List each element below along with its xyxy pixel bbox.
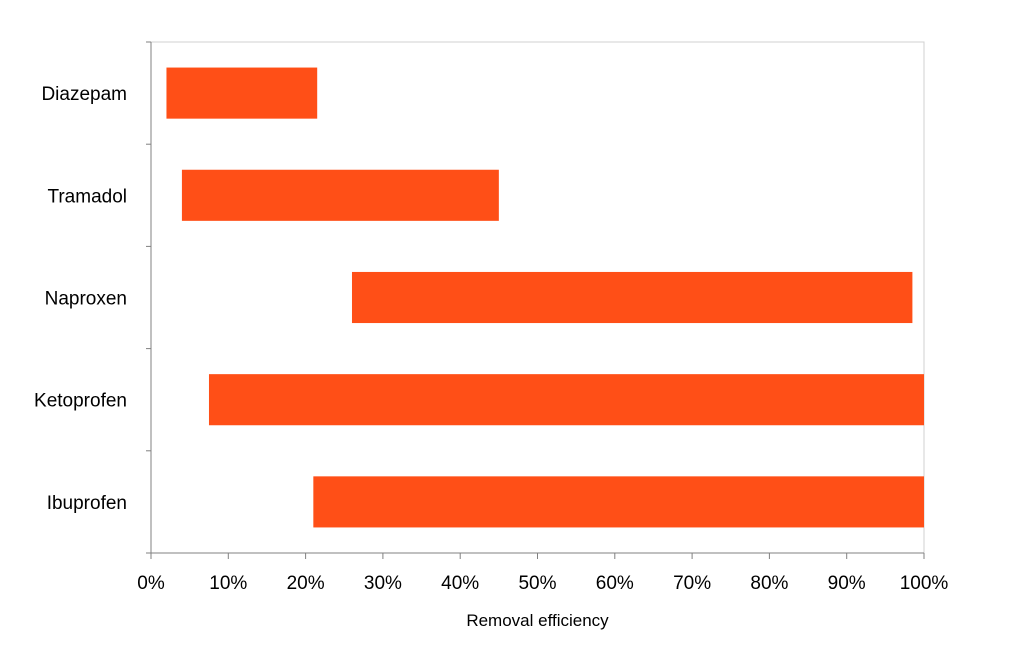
bar xyxy=(166,67,318,119)
bar xyxy=(351,271,913,324)
x-tick-label: 20% xyxy=(287,573,325,594)
category-label: Tramadol xyxy=(47,186,127,207)
category-labels: Diazepam Tramadol Naproxen Ketoprofen Ibupro… xyxy=(34,84,127,514)
x-tick-marks xyxy=(150,553,925,559)
bar xyxy=(181,169,499,221)
x-tick-label: 100% xyxy=(900,573,949,594)
category-label: Naproxen xyxy=(45,289,127,310)
x-tick-label: 90% xyxy=(828,573,866,594)
x-tick-label: 80% xyxy=(750,573,788,594)
category-label: Ibuprofen xyxy=(47,493,127,514)
x-tick-label: 70% xyxy=(673,573,711,594)
x-tick-label: 40% xyxy=(441,573,479,594)
category-label: Ketoprofen xyxy=(34,391,127,412)
y-tick-marks xyxy=(146,41,151,554)
x-tick-label: 10% xyxy=(209,573,247,594)
bars-group xyxy=(166,67,925,528)
x-tick-label: 30% xyxy=(364,573,402,594)
x-tick-label: 50% xyxy=(518,573,556,594)
x-tick-label: 0% xyxy=(137,573,165,594)
x-axis-title: Removal efficiency xyxy=(466,611,609,630)
bar xyxy=(208,374,925,426)
category-label: Diazepam xyxy=(41,84,127,105)
x-tick-label: 60% xyxy=(596,573,634,594)
x-tick-labels: 0% 10% 20% 30% 40% 50% 60% 70% 80% 90% 100% xyxy=(137,573,948,594)
bar xyxy=(313,476,925,528)
